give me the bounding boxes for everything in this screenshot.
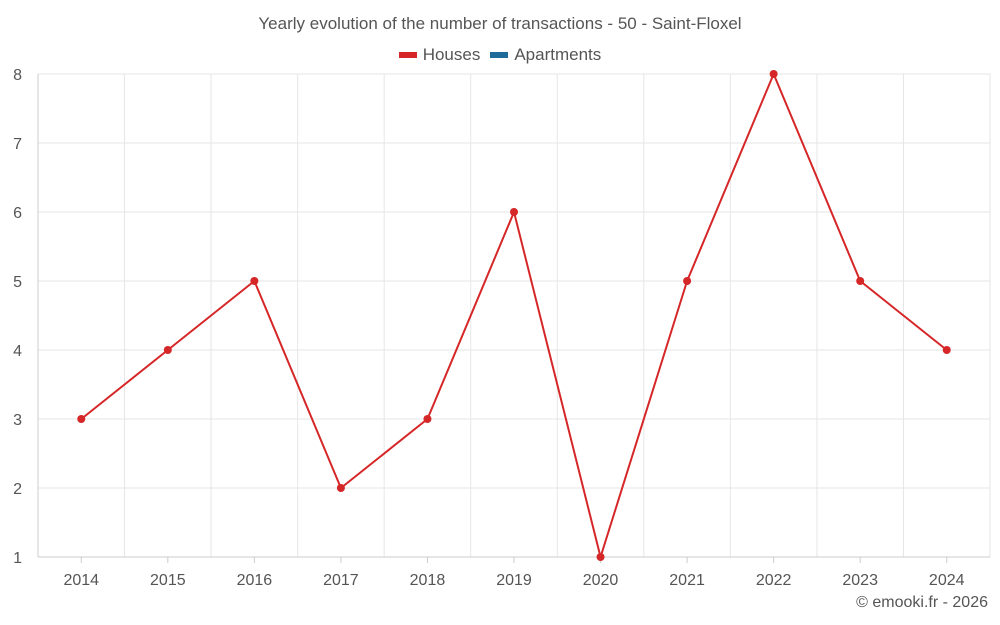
x-tick-label: 2015 <box>150 572 186 589</box>
data-point-houses <box>423 415 432 423</box>
legend-label-houses: Houses <box>422 45 481 64</box>
y-tick-label: 1 <box>13 550 22 567</box>
legend-swatch-houses <box>398 52 417 58</box>
data-point-houses <box>163 346 172 354</box>
credit-text: © emooki.fr - 2026 <box>856 594 988 611</box>
data-point-houses <box>250 277 259 285</box>
y-tick-label: 4 <box>13 343 22 360</box>
data-point-houses <box>336 484 345 492</box>
data-point-houses <box>856 277 865 285</box>
legend-item-apartments[interactable]: Apartments <box>490 45 601 65</box>
y-tick-label: 8 <box>13 67 22 84</box>
y-tick-label: 3 <box>13 412 22 429</box>
x-tick-label: 2018 <box>410 572 446 589</box>
y-tick-label: 2 <box>13 481 22 498</box>
data-point-houses <box>77 415 86 423</box>
data-point-houses <box>942 346 951 354</box>
y-tick-label: 6 <box>13 205 22 222</box>
x-tick-label: 2020 <box>583 572 619 589</box>
x-tick-label: 2023 <box>842 572 878 589</box>
x-tick-label: 2021 <box>669 572 705 589</box>
data-point-houses <box>769 70 778 78</box>
data-point-houses <box>510 208 518 216</box>
legend-item-houses[interactable]: Houses <box>398 45 481 65</box>
y-tick-label: 7 <box>13 136 22 153</box>
data-point-houses <box>596 553 605 561</box>
chart-title: Yearly evolution of the number of transa… <box>258 14 742 33</box>
data-point-houses <box>683 277 692 285</box>
legend-swatch-apartments <box>490 52 509 58</box>
x-tick-label: 2016 <box>237 572 273 589</box>
x-tick-label: 2019 <box>496 572 532 589</box>
legend-label-apartments: Apartments <box>514 45 602 64</box>
y-tick-label: 5 <box>13 274 22 291</box>
x-tick-label: 2017 <box>323 572 359 589</box>
x-tick-label: 2022 <box>756 572 792 589</box>
x-tick-label: 2024 <box>929 572 965 589</box>
legend: Houses Apartments <box>0 45 1000 65</box>
x-tick-label: 2014 <box>63 572 99 589</box>
